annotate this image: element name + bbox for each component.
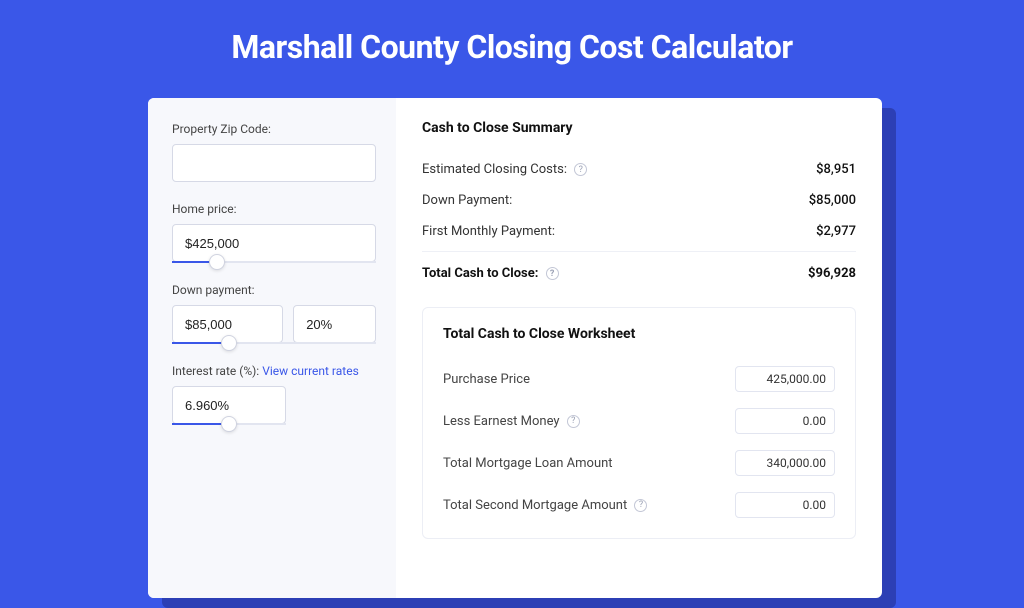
summary-total-label: Total Cash to Close: ?: [422, 266, 559, 281]
summary-title: Cash to Close Summary: [422, 120, 856, 136]
interest-slider[interactable]: [172, 423, 286, 425]
summary-value: $85,000: [809, 193, 856, 208]
zip-input[interactable]: [172, 144, 376, 182]
summary-row-first-payment: First Monthly Payment: $2,977: [422, 216, 856, 247]
down-payment-slider-thumb[interactable]: [221, 335, 237, 351]
worksheet-label: Total Second Mortgage Amount ?: [443, 498, 647, 513]
view-rates-link[interactable]: View current rates: [262, 364, 359, 378]
worksheet-value[interactable]: 425,000.00: [735, 366, 835, 392]
worksheet-value[interactable]: 0.00: [735, 492, 835, 518]
page-title: Marshall County Closing Cost Calculator: [0, 0, 1024, 90]
worksheet-card: Total Cash to Close Worksheet Purchase P…: [422, 307, 856, 539]
summary-label: First Monthly Payment:: [422, 224, 555, 239]
worksheet-value[interactable]: 340,000.00: [735, 450, 835, 476]
summary-panel: Cash to Close Summary Estimated Closing …: [396, 98, 882, 598]
worksheet-row-earnest-money: Less Earnest Money ? 0.00: [443, 400, 835, 442]
down-payment-slider[interactable]: [172, 342, 376, 344]
summary-total-value: $96,928: [808, 266, 856, 281]
interest-label-text: Interest rate (%):: [172, 364, 262, 378]
down-payment-label: Down payment:: [172, 283, 376, 297]
zip-field-group: Property Zip Code:: [172, 122, 376, 182]
summary-row-total: Total Cash to Close: ? $96,928: [422, 251, 856, 289]
worksheet-label: Less Earnest Money ?: [443, 414, 580, 429]
summary-row-closing-costs: Estimated Closing Costs: ? $8,951: [422, 154, 856, 185]
inputs-panel: Property Zip Code: Home price: Down paym…: [148, 98, 396, 598]
help-icon[interactable]: ?: [546, 267, 559, 280]
help-icon[interactable]: ?: [574, 163, 587, 176]
worksheet-value[interactable]: 0.00: [735, 408, 835, 434]
summary-label: Estimated Closing Costs: ?: [422, 162, 587, 177]
summary-total-label-text: Total Cash to Close:: [422, 266, 538, 281]
down-payment-field-group: Down payment:: [172, 283, 376, 344]
down-payment-pct-input[interactable]: [293, 305, 376, 343]
home-price-input[interactable]: [172, 224, 376, 262]
worksheet-label: Purchase Price: [443, 372, 530, 387]
worksheet-title: Total Cash to Close Worksheet: [443, 326, 835, 342]
help-icon[interactable]: ?: [567, 415, 580, 428]
home-price-slider-thumb[interactable]: [209, 254, 225, 270]
zip-label: Property Zip Code:: [172, 122, 376, 136]
down-payment-row: [172, 305, 376, 343]
interest-field-group: Interest rate (%): View current rates: [172, 364, 376, 425]
worksheet-row-second-mortgage: Total Second Mortgage Amount ? 0.00: [443, 484, 835, 526]
worksheet-label: Total Mortgage Loan Amount: [443, 456, 613, 471]
summary-label: Down Payment:: [422, 193, 512, 208]
summary-value: $8,951: [816, 162, 856, 177]
summary-value: $2,977: [816, 224, 856, 239]
worksheet-label-text: Less Earnest Money: [443, 414, 560, 429]
worksheet-row-purchase-price: Purchase Price 425,000.00: [443, 358, 835, 400]
help-icon[interactable]: ?: [634, 499, 647, 512]
home-price-field-group: Home price:: [172, 202, 376, 263]
summary-row-down-payment: Down Payment: $85,000: [422, 185, 856, 216]
interest-slider-thumb[interactable]: [221, 416, 237, 432]
interest-label: Interest rate (%): View current rates: [172, 364, 376, 378]
worksheet-row-mortgage-amount: Total Mortgage Loan Amount 340,000.00: [443, 442, 835, 484]
summary-label-text: Estimated Closing Costs:: [422, 162, 567, 177]
worksheet-label-text: Total Second Mortgage Amount: [443, 498, 627, 513]
home-price-slider[interactable]: [172, 261, 376, 263]
calculator-card: Property Zip Code: Home price: Down paym…: [148, 98, 882, 598]
home-price-label: Home price:: [172, 202, 376, 216]
